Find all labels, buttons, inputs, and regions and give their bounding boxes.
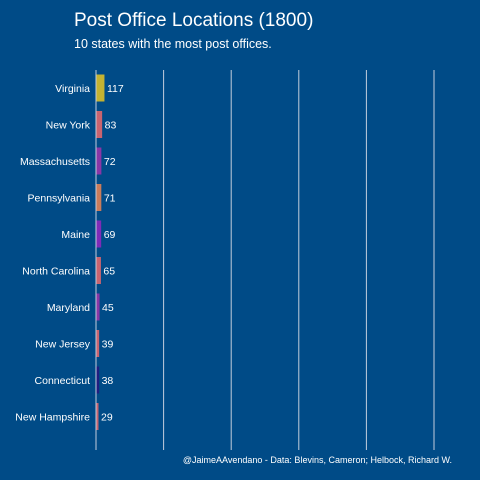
value-label: 71 <box>104 193 116 205</box>
category-label: Maryland <box>47 302 90 314</box>
bar <box>96 184 102 211</box>
category-label: Virginia <box>55 83 90 95</box>
bar <box>96 257 101 284</box>
category-label: New York <box>46 120 91 132</box>
value-label: 29 <box>101 412 113 424</box>
bar <box>96 330 100 357</box>
value-label: 38 <box>102 375 114 387</box>
category-label: New Jersey <box>35 339 91 351</box>
value-label: 45 <box>102 302 114 314</box>
chart-title: Post Office Locations (1800) <box>74 10 314 31</box>
value-label: 117 <box>107 83 124 95</box>
category-label: Connecticut <box>35 375 91 387</box>
category-label: Maine <box>61 229 90 241</box>
value-label: 83 <box>105 120 117 132</box>
category-label: Massachusetts <box>20 156 90 168</box>
bar <box>96 147 102 175</box>
bar <box>96 220 102 248</box>
bar <box>96 74 105 102</box>
value-label: 69 <box>104 229 116 241</box>
category-label: New Hampshire <box>15 412 90 424</box>
category-label: North Carolina <box>22 266 90 278</box>
value-label: 65 <box>103 266 115 278</box>
bar <box>96 111 103 138</box>
chart-subtitle: 10 states with the most post offices. <box>74 37 272 51</box>
category-label: Pennsylvania <box>28 193 91 205</box>
chart-caption: @JaimeAAvendano - Data: Blevins, Cameron… <box>182 455 452 465</box>
bar <box>96 293 100 321</box>
bar <box>96 366 100 394</box>
value-label: 72 <box>104 156 116 168</box>
bar <box>96 403 99 430</box>
value-label: 39 <box>102 339 114 351</box>
